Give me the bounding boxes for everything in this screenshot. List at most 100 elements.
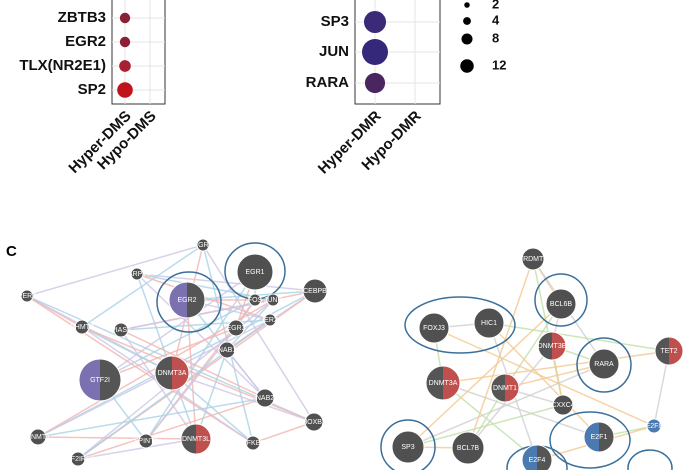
edge: [26, 295, 254, 444]
edge: [442, 350, 670, 384]
node-label: DNMT3A: [429, 380, 458, 387]
edge: [120, 319, 271, 331]
edge: [226, 299, 274, 351]
node: [418, 312, 450, 344]
node: [78, 358, 122, 402]
node-label: PIAS2: [111, 327, 131, 334]
legend-dot: [464, 2, 470, 8]
node: [227, 319, 245, 337]
y-tick-label: RARA: [306, 74, 349, 91]
dot: [119, 12, 131, 24]
dot: [117, 82, 133, 98]
node: [248, 293, 262, 307]
legend-dot: [463, 17, 471, 25]
edge: [488, 322, 600, 438]
node: [654, 336, 684, 366]
edge: [488, 322, 670, 352]
edge: [77, 397, 266, 460]
legend-label: 12: [492, 57, 506, 72]
node-label: NAB1: [218, 347, 236, 354]
node-label: IER2: [262, 317, 278, 324]
edge: [195, 349, 228, 440]
node: [451, 431, 485, 465]
highlight-ring: [576, 337, 632, 393]
edge: [504, 363, 605, 389]
y-tick-label: TLX(NR2E1): [19, 57, 106, 74]
edge: [81, 244, 204, 328]
node-label: JUNB: [264, 297, 283, 304]
node: [218, 341, 236, 359]
node-label: E2F1: [591, 434, 608, 441]
panel-label: C: [6, 243, 17, 260]
node: [583, 421, 615, 453]
node: [545, 288, 577, 320]
node-label: SPINT1: [134, 438, 159, 445]
edge: [504, 303, 562, 389]
node-label: DNMT3L: [182, 436, 210, 443]
legend-dot: [460, 59, 474, 73]
highlight-ring: [156, 271, 222, 333]
node-label: E2F8: [646, 423, 663, 430]
highlight-ring: [549, 411, 631, 469]
node: [20, 289, 34, 303]
node: [537, 331, 567, 361]
node: [473, 307, 505, 339]
node-label: NFKB2: [242, 440, 265, 447]
edge: [120, 329, 266, 399]
node-label: EHMT2: [70, 324, 94, 331]
edge: [37, 436, 197, 440]
edge: [37, 319, 271, 438]
y-tick-label: SP2: [78, 81, 106, 98]
node: [113, 322, 129, 338]
node-label: EGR1: [245, 269, 264, 276]
node-label: E2F4: [529, 457, 546, 464]
node: [266, 293, 280, 307]
node-label: HIC1: [481, 320, 497, 327]
highlight-ring: [380, 419, 436, 470]
node: [154, 355, 190, 391]
dot: [364, 72, 386, 94]
node: [521, 247, 545, 271]
edge: [171, 372, 315, 423]
y-tick-label: ZBTB3: [58, 9, 106, 26]
edge: [407, 303, 562, 448]
node: [646, 418, 662, 434]
node-label: DNMT3B: [538, 343, 567, 350]
legend-label: 2: [492, 0, 499, 11]
edge: [120, 329, 197, 440]
edge: [77, 438, 197, 460]
edge: [26, 244, 204, 297]
node: [521, 444, 553, 470]
node-label: BCL6B: [550, 301, 573, 308]
y-tick-label: JUN: [319, 43, 349, 60]
node-label: CXXC4: [551, 402, 574, 409]
node: [304, 412, 324, 432]
node-label: FOXJ3: [423, 325, 445, 332]
edge: [442, 382, 538, 461]
edge: [171, 372, 254, 444]
y-tick-label: SP3: [321, 13, 349, 30]
node-label: PARP14: [124, 271, 150, 278]
node-label: EGR4: [193, 242, 212, 249]
node-label: TRDMT1: [519, 256, 547, 263]
node-label: EGR3: [226, 325, 245, 332]
node: [588, 348, 620, 380]
edge: [136, 273, 316, 292]
node: [263, 313, 277, 327]
node: [168, 281, 206, 319]
highlight-ring: [627, 449, 673, 470]
node-label: GTF2IRD1: [61, 456, 95, 463]
dot: [363, 10, 387, 34]
y-tick-label: EGR2: [65, 33, 106, 50]
dot: [119, 36, 131, 48]
node: [196, 238, 210, 252]
node-label: SP3: [401, 444, 414, 451]
node-label: NAB2: [256, 395, 274, 402]
node-label: DNMT3A: [158, 370, 187, 377]
node: [255, 388, 275, 408]
dot: [119, 60, 131, 72]
edge: [226, 349, 266, 399]
node: [138, 433, 154, 449]
legend-label: 4: [492, 12, 500, 27]
